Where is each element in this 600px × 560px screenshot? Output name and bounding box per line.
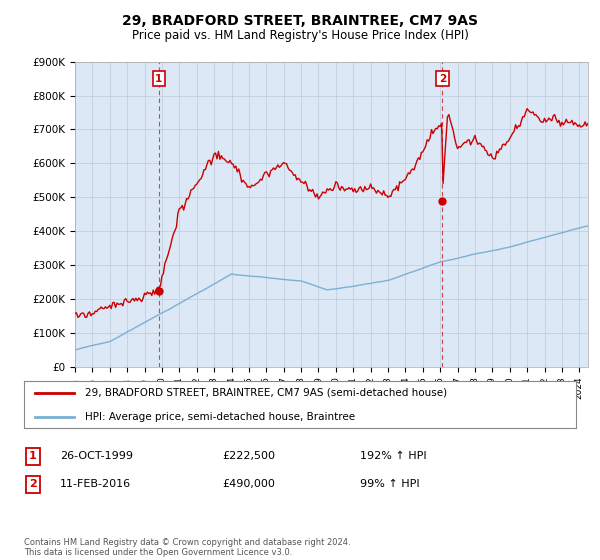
Text: 26-OCT-1999: 26-OCT-1999	[60, 451, 133, 461]
Text: Price paid vs. HM Land Registry's House Price Index (HPI): Price paid vs. HM Land Registry's House …	[131, 29, 469, 42]
Text: Contains HM Land Registry data © Crown copyright and database right 2024.
This d: Contains HM Land Registry data © Crown c…	[24, 538, 350, 557]
Text: 99% ↑ HPI: 99% ↑ HPI	[360, 479, 419, 489]
Text: 29, BRADFORD STREET, BRAINTREE, CM7 9AS: 29, BRADFORD STREET, BRAINTREE, CM7 9AS	[122, 14, 478, 28]
Text: £222,500: £222,500	[222, 451, 275, 461]
Text: 2: 2	[439, 73, 446, 83]
Text: 11-FEB-2016: 11-FEB-2016	[60, 479, 131, 489]
Text: 1: 1	[29, 451, 37, 461]
Text: HPI: Average price, semi-detached house, Braintree: HPI: Average price, semi-detached house,…	[85, 412, 355, 422]
Text: 29, BRADFORD STREET, BRAINTREE, CM7 9AS (semi-detached house): 29, BRADFORD STREET, BRAINTREE, CM7 9AS …	[85, 388, 447, 398]
Text: 2: 2	[29, 479, 37, 489]
Text: 192% ↑ HPI: 192% ↑ HPI	[360, 451, 427, 461]
Text: 1: 1	[155, 73, 163, 83]
Text: £490,000: £490,000	[222, 479, 275, 489]
